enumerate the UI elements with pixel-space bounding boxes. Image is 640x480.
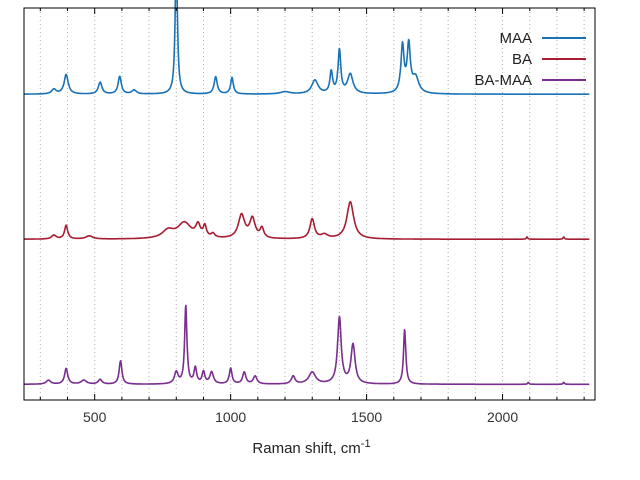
series-layer: [23, 0, 590, 386]
plot-frame: [23, 7, 596, 401]
x-tick-label: 1000: [215, 409, 246, 425]
series-line-maa: [23, 0, 590, 95]
x-tick-label: 500: [83, 409, 107, 425]
legend: MAA BA BA-MAA: [474, 30, 586, 89]
x-axis-label-superscript: -1: [361, 438, 371, 450]
tick-layer: 500 1000 1500 2000: [39, 8, 585, 425]
legend-label: BA: [512, 51, 532, 68]
x-tick-label: 1500: [351, 409, 382, 425]
x-axis-label: Raman shift, cm-1: [252, 438, 370, 457]
grid-layer: [39, 8, 585, 400]
svg-text:Raman shift, cm-1: Raman shift, cm-1: [252, 438, 370, 457]
legend-label: MAA: [499, 30, 532, 47]
x-tick-label: 2000: [487, 409, 518, 425]
legend-label: BA-MAA: [474, 72, 532, 89]
series-line-ba: [23, 200, 590, 240]
series-line-ba-maa: [23, 304, 590, 386]
x-axis-label-text: Raman shift, cm: [252, 440, 360, 457]
